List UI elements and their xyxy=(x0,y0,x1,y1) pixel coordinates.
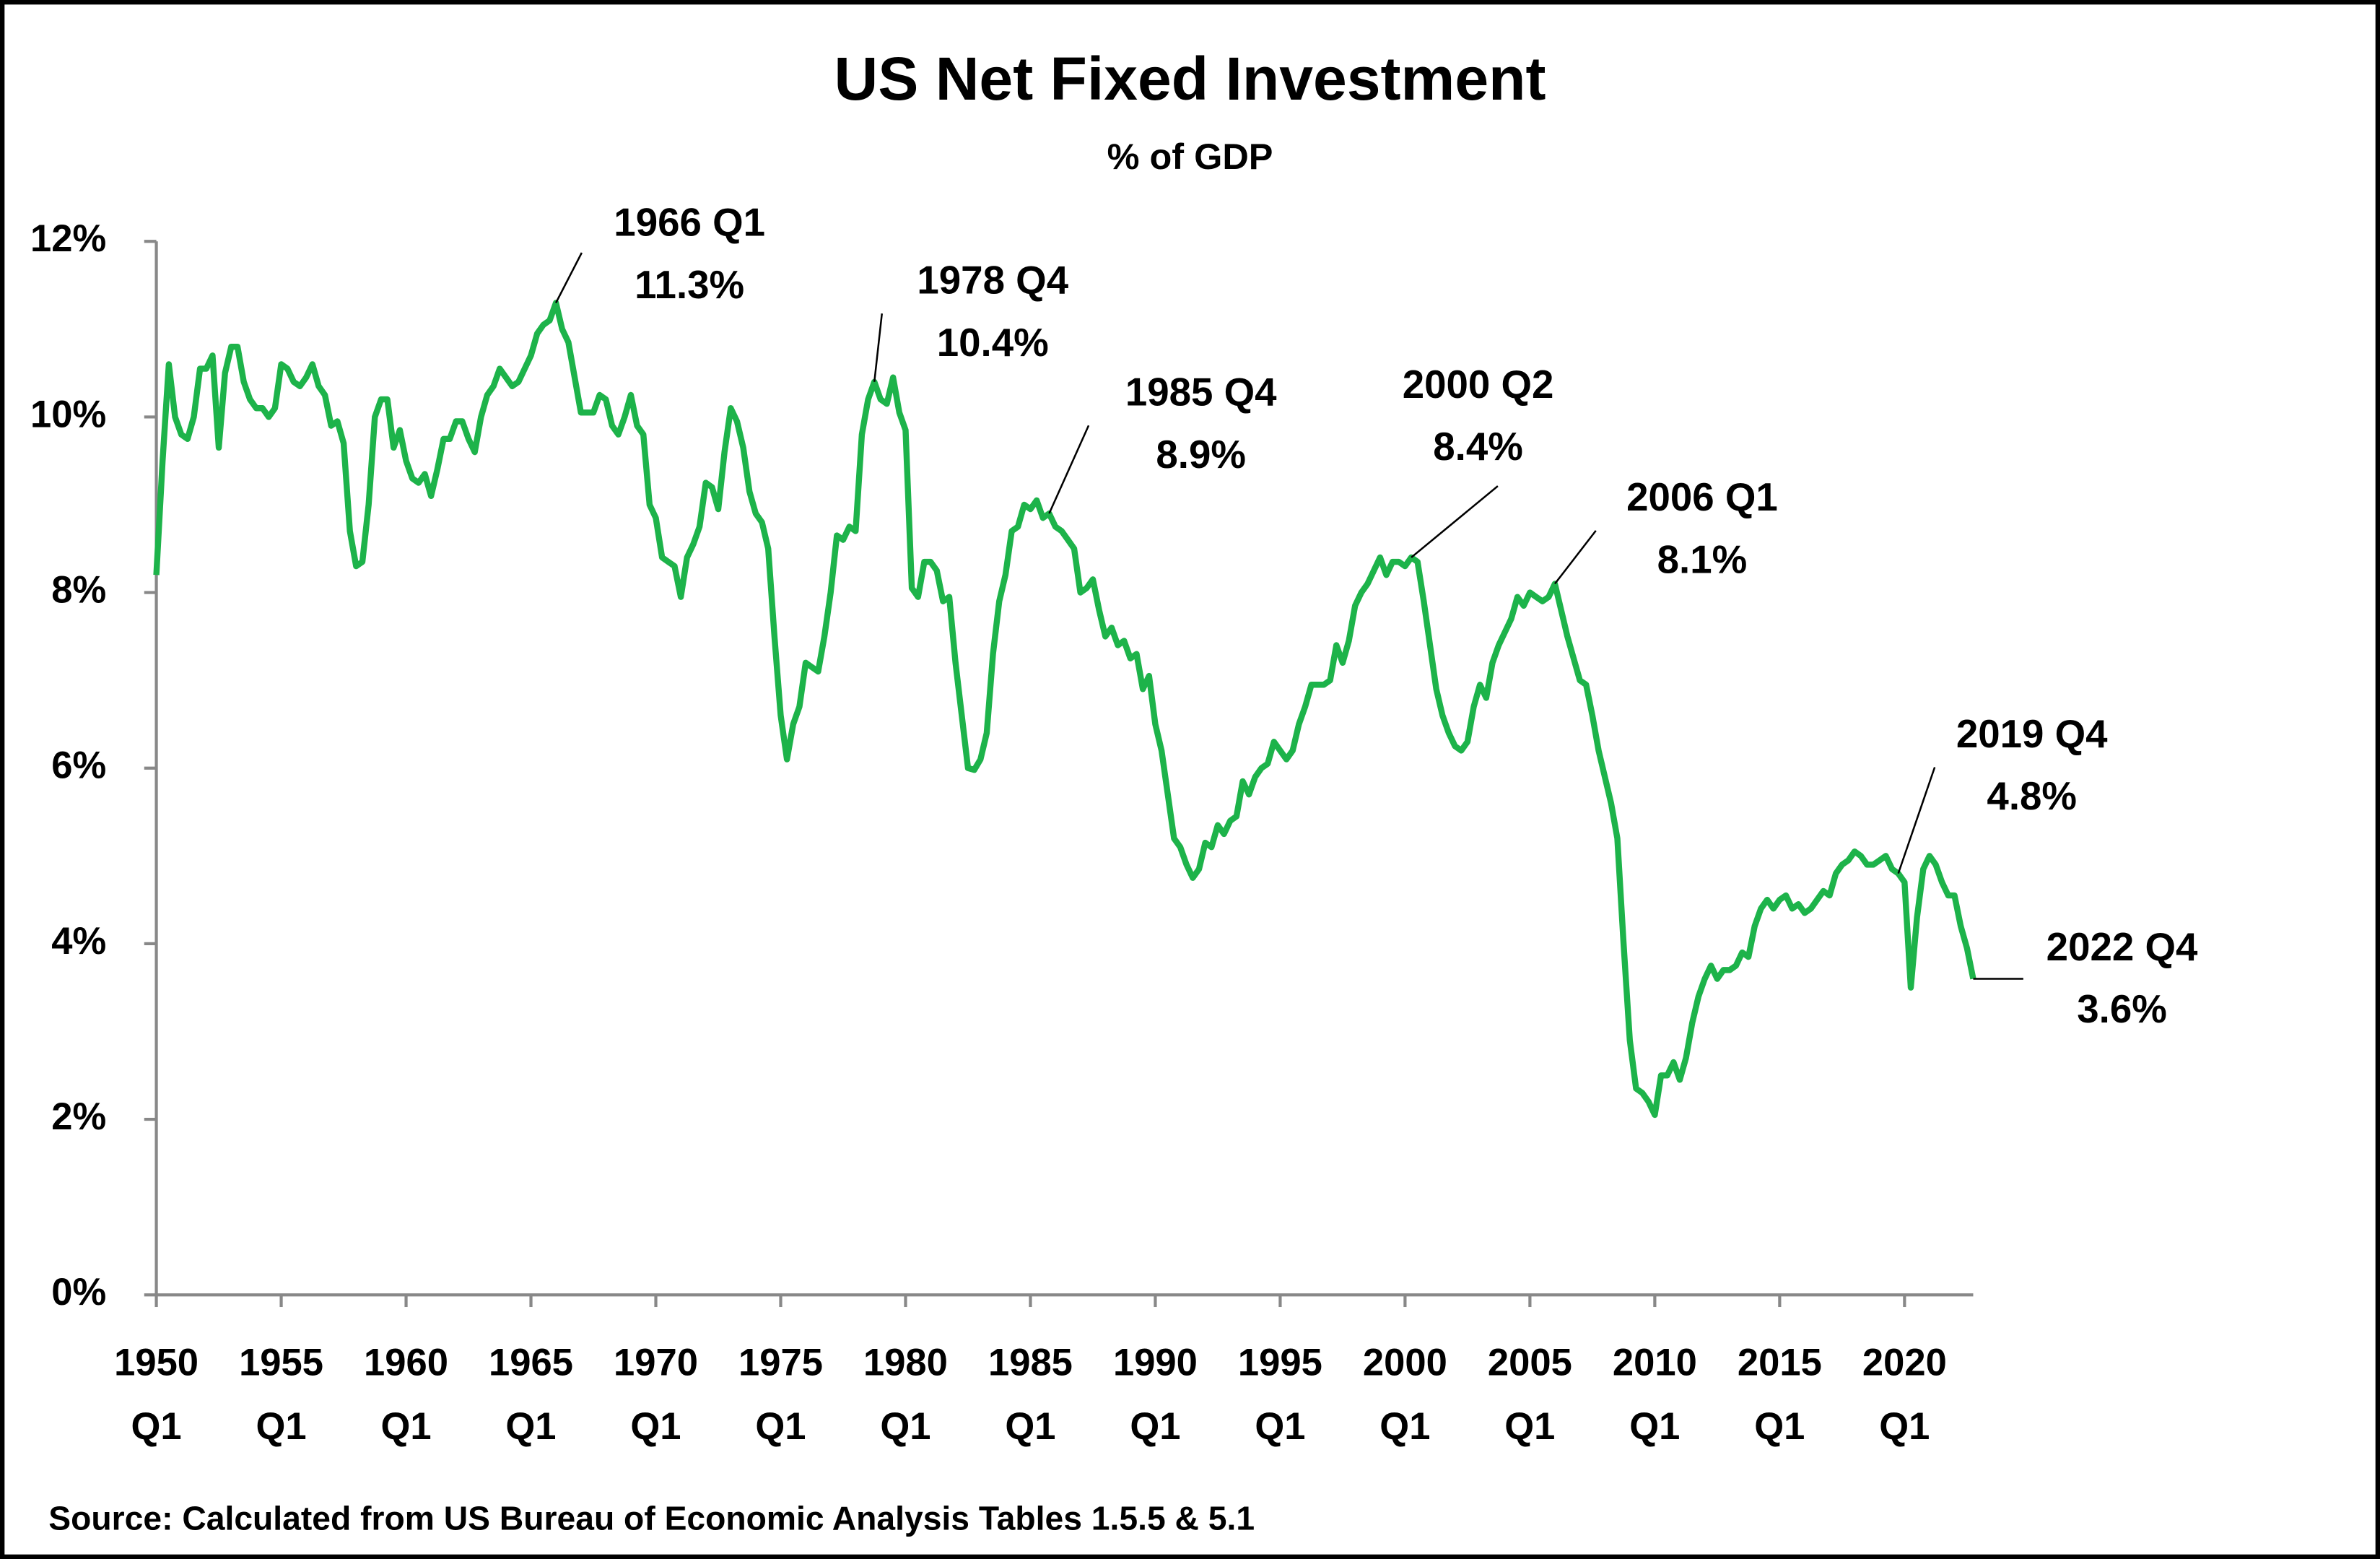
annotation-value: 8.1% xyxy=(1657,537,1748,581)
annotation-label: 1966 Q1 xyxy=(614,201,765,245)
chart-subtitle: % of GDP xyxy=(1107,136,1273,177)
annotation-connector xyxy=(555,252,583,303)
annotation-label: 1978 Q4 xyxy=(917,259,1068,303)
y-tick-label: 8% xyxy=(51,568,106,611)
source-note: Source: Calculated from US Bureau of Eco… xyxy=(48,1500,1255,1537)
y-tick-label: 10% xyxy=(30,393,106,435)
x-tick-label: 1955 Q1 xyxy=(239,1342,324,1449)
x-tick-label: 1995 Q1 xyxy=(1237,1342,1322,1449)
x-tick-label: 1950 Q1 xyxy=(114,1342,199,1449)
x-tick-label: 2015 Q1 xyxy=(1737,1342,1822,1449)
annotation-label: 2019 Q4 xyxy=(1956,712,2108,756)
chart-title: US Net Fixed Investment xyxy=(834,45,1546,113)
x-tick-label: 1960 Q1 xyxy=(364,1342,449,1449)
annotation-value: 8.4% xyxy=(1433,425,1523,469)
annotation-value: 3.6% xyxy=(2077,987,2167,1031)
x-tick-label: 1985 Q1 xyxy=(988,1342,1073,1449)
annotation-connector xyxy=(1553,530,1597,585)
annotation-value: 4.8% xyxy=(1987,774,2077,818)
annotation-connector xyxy=(1411,485,1499,558)
annotation-label: 1985 Q4 xyxy=(1125,370,1277,414)
annotation-connector xyxy=(1897,767,1936,874)
annotation-value: 8.9% xyxy=(1156,433,1246,477)
x-tick-label: 2020 Q1 xyxy=(1862,1342,1947,1449)
y-tick-label: 6% xyxy=(51,744,106,787)
x-tick-label: 2005 Q1 xyxy=(1487,1342,1572,1449)
y-tick-label: 2% xyxy=(51,1095,106,1138)
annotation-label: 2006 Q1 xyxy=(1626,475,1778,519)
annotation-label: 2022 Q4 xyxy=(2046,925,2198,969)
annotation-value: 10.4% xyxy=(937,321,1049,365)
annotation-connector xyxy=(873,313,883,382)
y-tick-label: 0% xyxy=(51,1271,106,1313)
data-line xyxy=(153,300,1976,1119)
annotation-value: 11.3% xyxy=(635,263,744,307)
y-tick-label: 12% xyxy=(30,217,106,260)
x-tick-label: 1970 Q1 xyxy=(614,1342,698,1449)
x-tick-label: 1980 Q1 xyxy=(863,1342,948,1449)
x-tick-label: 1975 Q1 xyxy=(738,1342,823,1449)
x-tick-label: 2010 Q1 xyxy=(1612,1342,1697,1449)
y-tick-label: 4% xyxy=(51,920,106,963)
x-tick-label: 2000 Q1 xyxy=(1362,1342,1447,1449)
annotation-connector xyxy=(1048,425,1090,514)
annotation-label: 2000 Q2 xyxy=(1403,362,1554,407)
x-tick-label: 1990 Q1 xyxy=(1112,1342,1198,1449)
x-tick-label: 1965 Q1 xyxy=(489,1342,573,1449)
